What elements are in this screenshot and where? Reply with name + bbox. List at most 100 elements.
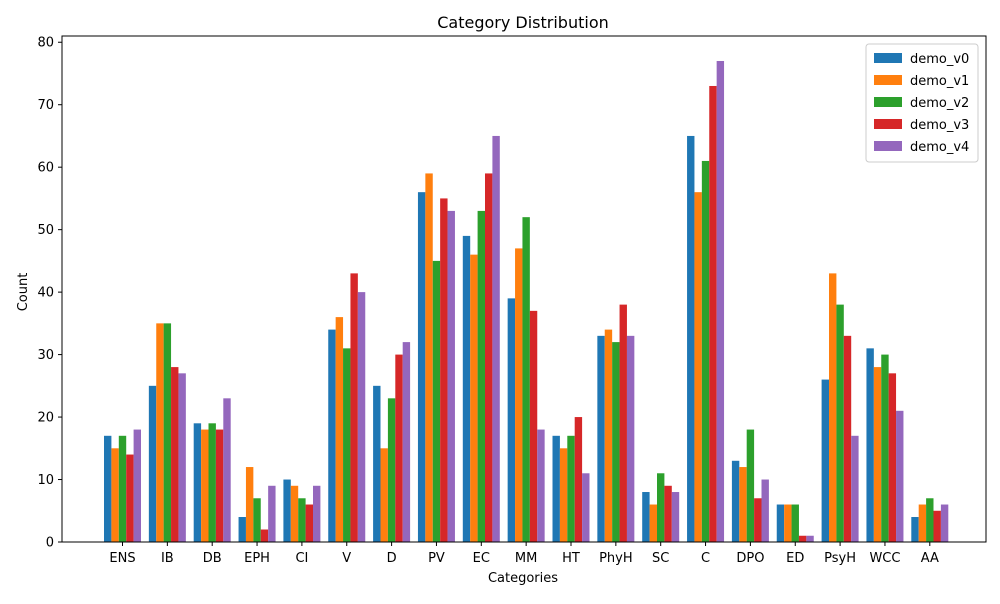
bar-demo_v3-ENS	[126, 454, 134, 542]
bar-demo_v4-D	[402, 342, 411, 542]
bar-demo_v3-CI	[305, 504, 313, 542]
bar-demo_v2-DPO	[746, 429, 755, 542]
bar-demo_v0-V	[328, 329, 336, 542]
bar-demo_v1-ED	[784, 504, 792, 542]
bar-demo_v4-MM	[537, 429, 545, 542]
bar-demo_v0-ENS	[104, 435, 112, 542]
x-axis-ticks: ENS IB DB EPH CI V D PV EC MM HT PhyH SC C DPO ED PsyH WC…	[109, 542, 939, 566]
bar-demo_v1-SC	[649, 504, 657, 542]
legend-swatch-demo_v2	[874, 97, 902, 107]
x-tick-label: DPO	[736, 551, 764, 566]
bar-demo_v2-WCC	[881, 354, 889, 542]
bar-demo_v2-CI	[298, 498, 306, 542]
bar-demo_v2-MM	[522, 217, 530, 542]
x-tick-label: PV	[428, 551, 445, 566]
bar-demo_v3-C	[709, 85, 717, 542]
legend-label-demo_v2: demo_v2	[910, 96, 969, 111]
bar-demo_v0-ED	[776, 504, 785, 542]
y-tick-label: 40	[37, 286, 54, 301]
x-tick-label: WCC	[869, 551, 900, 566]
bar-demo_v4-IB	[178, 373, 186, 542]
bar-demo_v3-V	[350, 273, 358, 542]
bar-demo_v0-DPO	[731, 460, 740, 542]
bar-demo_v2-PV	[432, 260, 441, 542]
bar-demo_v0-DB	[193, 423, 202, 542]
x-tick-label: MM	[515, 551, 537, 566]
bars-layer	[104, 60, 949, 543]
y-tick-label: 30	[37, 348, 54, 363]
y-tick-label: 50	[37, 223, 54, 238]
legend-label-demo_v1: demo_v1	[910, 74, 969, 89]
bar-demo_v4-ED	[806, 535, 814, 542]
bar-demo_v4-EPH	[268, 485, 276, 542]
x-axis-label: Categories	[488, 571, 558, 586]
bar-demo_v2-ENS	[118, 435, 127, 542]
bar-demo_v0-HT	[552, 435, 560, 542]
legend-label-demo_v3: demo_v3	[910, 118, 969, 133]
x-tick-label: PhyH	[599, 551, 633, 566]
bar-demo_v2-PhyH	[612, 342, 620, 542]
bar-demo_v2-V	[343, 348, 351, 542]
bar-demo_v3-PhyH	[619, 304, 627, 542]
x-tick-label: IB	[161, 551, 174, 566]
y-axis-ticks: 0 10 20 30 40 50 60 70 80	[37, 36, 62, 551]
plot-frame	[61, 35, 987, 543]
bar-demo_v3-PsyH	[843, 335, 852, 542]
bar-demo_v3-WCC	[888, 373, 897, 542]
bar-demo_v4-WCC	[896, 410, 904, 542]
bar-demo_v0-PhyH	[597, 335, 605, 542]
y-tick-label: 20	[37, 411, 54, 426]
legend-label-demo_v4: demo_v4	[910, 140, 969, 155]
x-tick-label: EPH	[244, 551, 270, 566]
legend-swatch-demo_v4	[874, 141, 902, 151]
bar-demo_v2-PsyH	[836, 304, 844, 542]
bar-demo_v4-ENS	[133, 429, 141, 542]
bar-demo_v1-MM	[515, 248, 523, 542]
bar-demo_v0-PsyH	[821, 379, 829, 542]
bar-demo_v4-EC	[492, 135, 500, 542]
bar-demo_v2-HT	[567, 435, 575, 542]
bar-demo_v4-SC	[671, 492, 680, 542]
x-tick-label: EC	[473, 551, 490, 566]
x-tick-label: C	[701, 551, 710, 566]
bar-demo_v1-HT	[559, 448, 568, 542]
chart-title: Category Distribution	[437, 13, 609, 32]
bar-demo_v0-PV	[417, 192, 426, 543]
x-tick-label: PsyH	[824, 551, 856, 566]
bar-demo_v4-PhyH	[626, 335, 635, 542]
bar-demo_v3-MM	[529, 310, 538, 542]
bar-demo_v0-WCC	[866, 348, 874, 542]
bar-demo_v1-V	[335, 317, 344, 542]
bar-demo_v3-ED	[798, 535, 807, 542]
x-tick-label: AA	[921, 551, 939, 566]
bar-demo_v0-EC	[462, 235, 471, 542]
bar-demo_v0-C	[687, 135, 695, 542]
bar-demo_v4-HT	[582, 473, 590, 542]
bar-demo_v1-DB	[201, 429, 209, 542]
bar-demo_v1-C	[694, 192, 702, 543]
bar-demo_v2-C	[701, 160, 710, 542]
legend-swatch-demo_v0	[874, 53, 902, 63]
y-tick-label: 80	[37, 36, 54, 51]
x-tick-label: V	[342, 551, 351, 566]
bar-demo_v2-AA	[926, 498, 934, 542]
bar-demo_v4-AA	[940, 504, 949, 542]
y-tick-label: 70	[37, 98, 54, 113]
x-tick-label: ENS	[109, 551, 135, 566]
bar-demo_v0-SC	[642, 492, 650, 542]
bar-demo_v4-C	[716, 60, 725, 543]
bar-demo_v0-AA	[911, 517, 919, 542]
bar-demo_v3-PV	[440, 198, 448, 543]
y-tick-label: 10	[37, 473, 54, 488]
bar-demo_v1-WCC	[873, 367, 882, 542]
bar-demo_v0-MM	[507, 298, 516, 542]
bar-demo_v1-EC	[470, 254, 478, 542]
bar-demo_v2-IB	[163, 323, 172, 542]
bar-demo_v4-V	[357, 292, 366, 542]
legend-box	[865, 43, 979, 163]
y-tick-label: 60	[37, 161, 54, 176]
x-tick-label: D	[387, 551, 397, 566]
bar-demo_v4-PV	[447, 210, 455, 542]
